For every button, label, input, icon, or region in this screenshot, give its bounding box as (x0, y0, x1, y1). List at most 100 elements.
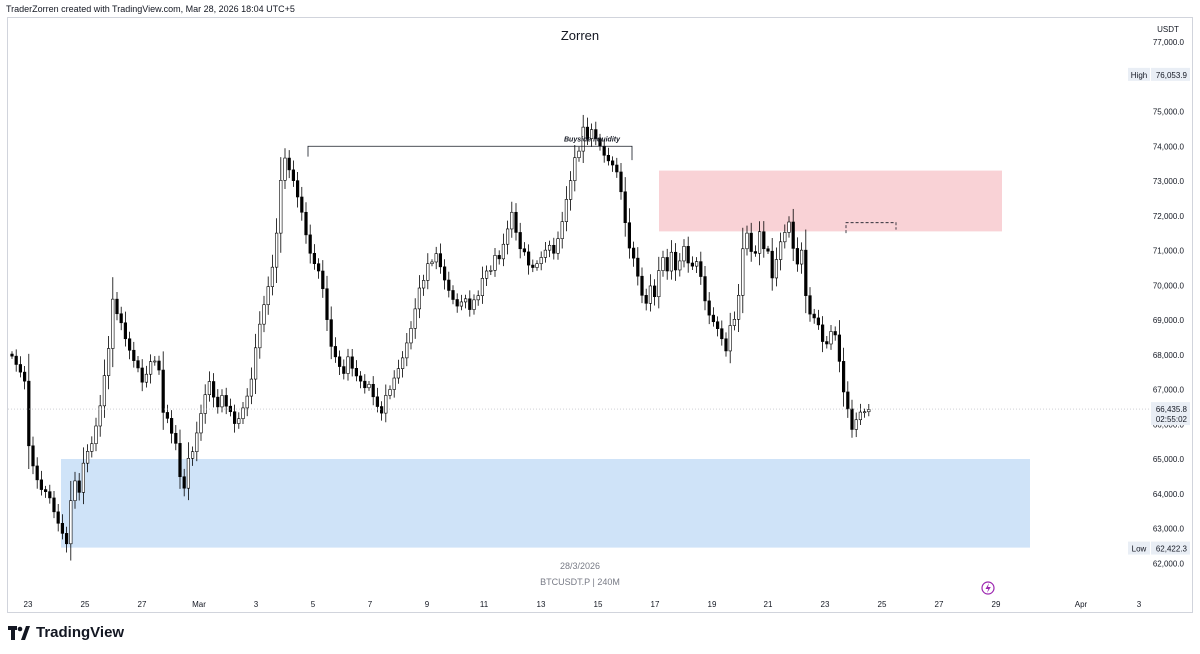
candle-body (413, 308, 417, 329)
candle-body (279, 180, 283, 234)
candle-body (623, 191, 627, 224)
candle-body (589, 129, 594, 139)
candle-body (161, 369, 165, 413)
candle (720, 320, 724, 346)
candle (77, 473, 81, 501)
candle (745, 225, 749, 256)
candle-body (833, 331, 837, 336)
candle-body (367, 383, 371, 389)
candle-body (703, 276, 707, 302)
candle (94, 417, 98, 452)
candle-body (405, 342, 409, 359)
x-tick-label: 21 (764, 600, 773, 609)
x-tick-label: 19 (708, 600, 717, 609)
countdown-bg (1151, 413, 1190, 426)
y-tick-label: 62,000.0 (1153, 559, 1185, 568)
candle-body (602, 145, 606, 156)
candle (220, 389, 224, 413)
candle (249, 367, 254, 405)
candle-body (132, 349, 136, 361)
candle (468, 290, 472, 317)
buyside-liquidity-line (307, 145, 633, 161)
candle (161, 351, 165, 430)
chart-title: Zorren (561, 28, 599, 43)
candle-body (249, 378, 254, 397)
candle (686, 236, 690, 273)
candle-body (283, 157, 287, 181)
candle-body (174, 432, 178, 444)
candle-body (724, 338, 728, 352)
candle-body (224, 395, 228, 407)
candle (535, 260, 539, 271)
candle (203, 384, 207, 424)
candle (27, 353, 31, 470)
candle (606, 147, 610, 166)
candle-body (577, 150, 581, 159)
candle-body (195, 432, 199, 453)
last-price-tag: 66,435.8 (1151, 402, 1190, 416)
candle (694, 257, 699, 274)
candle (384, 384, 388, 423)
candle-body (149, 361, 153, 375)
candle (128, 331, 132, 360)
candle-body (254, 347, 258, 380)
candle-body (371, 383, 375, 398)
candle (115, 291, 119, 321)
candle-body (690, 262, 694, 267)
candle (531, 259, 535, 273)
candle (43, 485, 48, 498)
footer-brand[interactable]: TradingView (36, 624, 125, 641)
candle-body (606, 154, 610, 162)
candle-body (728, 325, 732, 352)
candle-body (640, 275, 644, 296)
candle-body (312, 252, 317, 265)
candle-body (426, 263, 430, 281)
candle-body (10, 353, 14, 357)
candle-body (669, 251, 673, 272)
candle-body (123, 322, 127, 340)
candle-body (770, 250, 774, 279)
candle-body (686, 246, 690, 264)
candle (178, 429, 182, 489)
candle-body (501, 243, 506, 260)
candle-body (442, 266, 447, 281)
candle-body (552, 244, 556, 254)
candle (165, 404, 170, 424)
candle (409, 321, 413, 350)
lightning-icon[interactable] (981, 581, 995, 595)
tradingview-logo-icon[interactable] (8, 625, 30, 640)
candle-body (52, 497, 56, 513)
candle (375, 387, 380, 413)
candle-body (396, 368, 401, 379)
candle-body (510, 211, 514, 230)
candle-body (379, 406, 384, 414)
candle-body (867, 409, 871, 413)
candle (434, 246, 438, 270)
candle (388, 385, 392, 400)
candle (707, 292, 711, 325)
candle (295, 171, 300, 208)
candle (22, 366, 27, 390)
candle-body (27, 380, 31, 447)
candle (644, 288, 648, 311)
candle-body (274, 232, 279, 268)
candle (564, 186, 568, 232)
candle (808, 287, 812, 322)
candle (371, 376, 375, 406)
y-tick-label: 72,000.0 (1153, 212, 1185, 221)
candle (510, 201, 514, 238)
candle (308, 224, 312, 264)
candle-body (774, 259, 778, 279)
candle-body (489, 270, 493, 272)
candle (149, 354, 153, 384)
candle (615, 157, 619, 178)
candle (804, 229, 808, 314)
candle-body (493, 255, 497, 271)
candle-body (472, 299, 476, 310)
y-tick-label: 77,000.0 (1153, 38, 1185, 47)
candle-body (657, 270, 661, 298)
candle-body (556, 238, 560, 254)
candle-body (585, 126, 589, 139)
candle-body (375, 396, 380, 407)
